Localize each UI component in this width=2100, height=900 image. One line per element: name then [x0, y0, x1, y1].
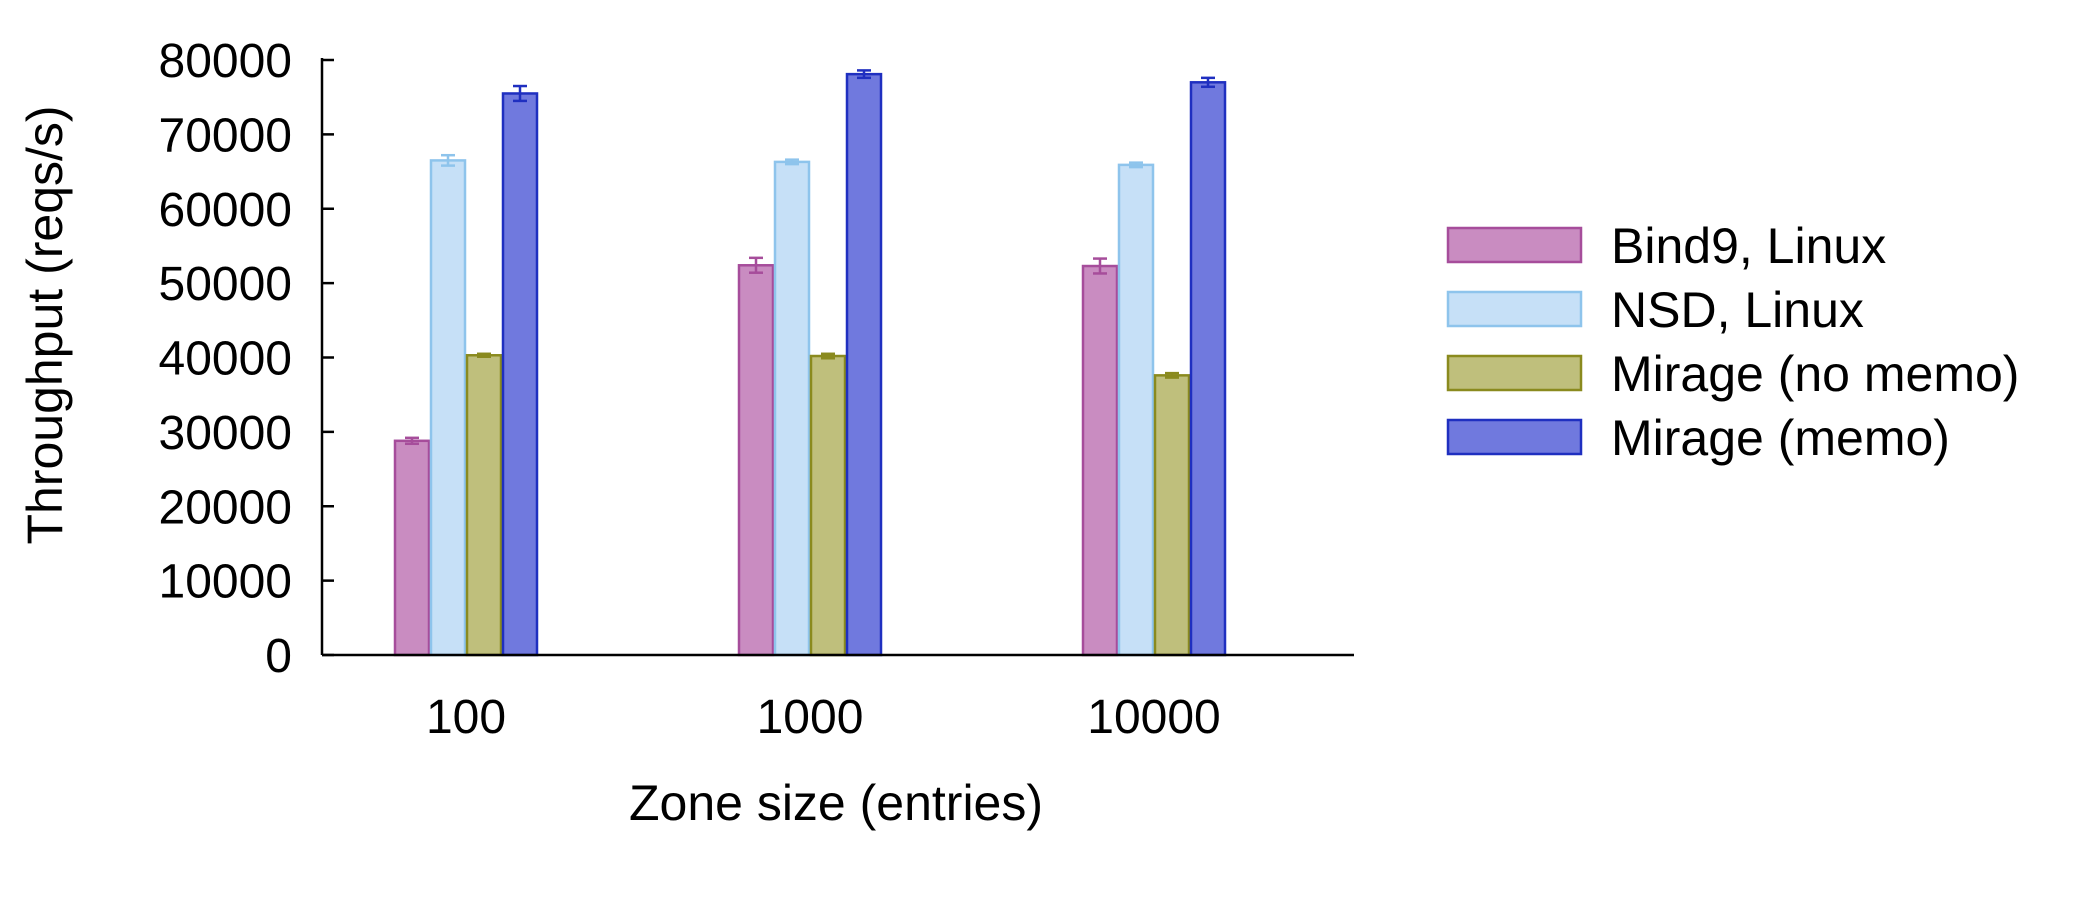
legend-label-3: Mirage (memo)	[1611, 410, 1950, 466]
legend-swatch-2	[1446, 354, 1583, 392]
legend-swatch-3	[1446, 418, 1583, 456]
legend-item-0: Bind9, Linux	[1446, 218, 1886, 274]
y-tick-label-3: 30000	[159, 407, 292, 460]
legend: Bind9, Linux NSD, Linux Mirage (no memo) Mi…	[1446, 218, 2019, 466]
error-bar-1-1	[785, 158, 799, 166]
error-bar-3-0	[513, 84, 527, 103]
y-tick-label-5: 50000	[159, 258, 292, 311]
error-bar-2-2	[1165, 371, 1179, 379]
legend-label-2: Mirage (no memo)	[1611, 346, 2019, 402]
y-tick-label-6: 60000	[159, 184, 292, 237]
bar-1-0	[429, 159, 467, 657]
error-bar-2-1	[821, 352, 835, 360]
y-axis-title: Throughput (reqs/s)	[17, 105, 73, 544]
bar-2-2	[1153, 374, 1191, 657]
y-axis: 0 10000 20000 30000 40000 50000 60000 70000 8000…	[159, 35, 334, 683]
bar-0-2	[1081, 264, 1119, 657]
bar-0-1	[737, 264, 775, 657]
x-tick-label-0: 100	[426, 691, 506, 744]
bar-1-1	[773, 160, 811, 657]
y-tick-label-8: 80000	[159, 35, 292, 88]
plot-area	[393, 69, 1227, 657]
legend-label-0: Bind9, Linux	[1611, 218, 1886, 274]
series-0	[393, 256, 1119, 657]
error-bar-3-2	[1201, 76, 1215, 89]
error-bar-2-0	[477, 352, 491, 359]
legend-label-1: NSD, Linux	[1611, 282, 1864, 338]
y-tick-label-4: 40000	[159, 333, 292, 386]
bar-2-1	[809, 354, 847, 657]
bar-1-2	[1117, 163, 1155, 657]
x-tick-label-2: 10000	[1087, 691, 1220, 744]
series-3	[501, 69, 1227, 657]
y-tick-label-1: 10000	[159, 556, 292, 609]
legend-item-1: NSD, Linux	[1446, 282, 1864, 338]
error-bar-0-2	[1093, 257, 1107, 275]
bar-2-0	[465, 354, 503, 657]
series-1	[429, 153, 1155, 657]
error-bar-1-2	[1129, 161, 1143, 169]
y-tick-label-7: 70000	[159, 109, 292, 162]
error-bar-0-1	[749, 256, 763, 274]
legend-swatch-1	[1446, 290, 1583, 328]
y-tick-label-0: 0	[265, 630, 292, 683]
error-bar-0-0	[405, 436, 419, 446]
error-bar-1-0	[441, 153, 455, 167]
legend-item-3: Mirage (memo)	[1446, 410, 1950, 466]
error-bar-3-1	[857, 69, 871, 80]
bar-3-1	[845, 72, 883, 657]
y-tick-label-2: 20000	[159, 481, 292, 534]
series-2	[465, 352, 1191, 657]
legend-item-2: Mirage (no memo)	[1446, 346, 2019, 402]
legend-swatch-0	[1446, 226, 1583, 264]
bar-3-2	[1189, 81, 1227, 657]
x-axis: 100 1000 10000	[322, 653, 1354, 744]
x-tick-label-1: 1000	[757, 691, 864, 744]
x-axis-title: Zone size (entries)	[629, 775, 1043, 831]
bar-3-0	[501, 92, 539, 657]
bar-0-0	[393, 439, 431, 657]
